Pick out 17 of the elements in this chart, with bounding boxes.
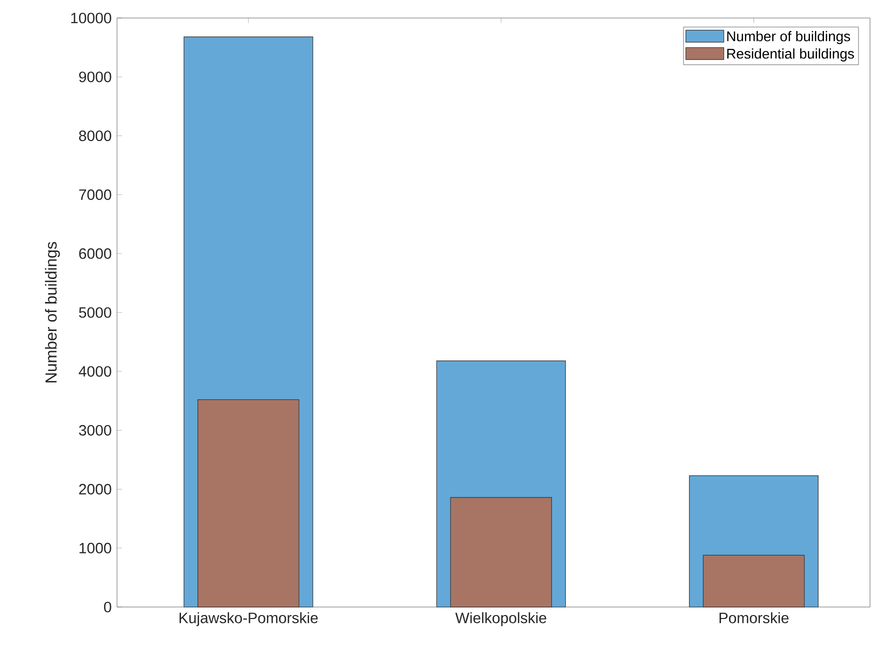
y-tick-label: 4000 xyxy=(78,366,112,377)
y-tick-label: 7000 xyxy=(79,189,112,200)
y-tick-label: 3000 xyxy=(79,424,112,436)
legend-label: Number of buildings xyxy=(727,31,850,44)
y-tick-label: 1000 xyxy=(80,542,112,554)
y-tick-label: 5000 xyxy=(79,307,112,318)
y-tick-label: 0 xyxy=(104,602,112,612)
y-tick-label: 9000 xyxy=(79,72,112,82)
y-tick-label: 2000 xyxy=(79,484,112,495)
legend-label: Residential buildings xyxy=(727,48,854,62)
y-axis-title: Number of buildings xyxy=(44,242,60,382)
x-tick-label: Pomorskie xyxy=(720,612,789,624)
x-tick-label: Kujawsko-Pomorskie xyxy=(180,612,318,626)
y-tick-label: 10000 xyxy=(71,12,112,24)
y-tick-label: 8000 xyxy=(79,130,112,142)
x-tick-label: Wielkopolskie xyxy=(455,612,546,626)
y-tick-label: 6000 xyxy=(79,248,112,259)
